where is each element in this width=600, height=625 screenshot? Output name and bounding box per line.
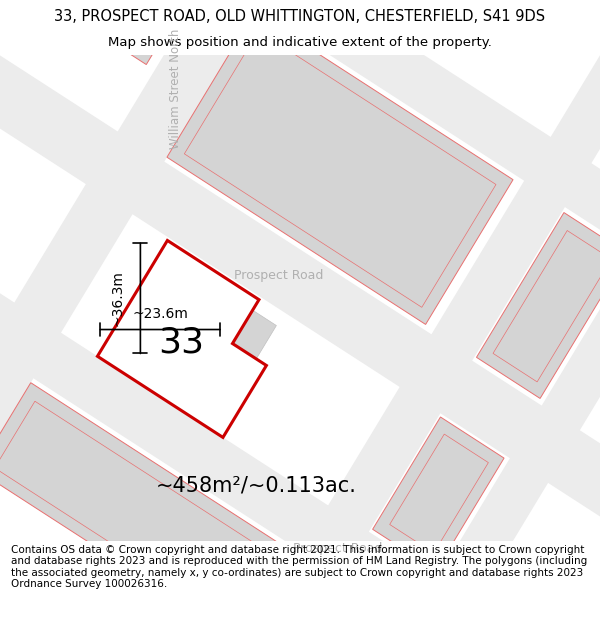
Text: 33: 33 — [158, 325, 205, 359]
Text: Prospect Road: Prospect Road — [233, 269, 323, 282]
Bar — [304, 601, 388, 625]
Bar — [111, 0, 600, 625]
Bar — [0, 0, 479, 625]
Text: ~36.3m: ~36.3m — [110, 271, 125, 326]
Bar — [18, 0, 181, 48]
Bar — [221, 0, 600, 625]
Bar — [373, 417, 504, 571]
Text: Prospect Road: Prospect Road — [293, 542, 382, 554]
Text: ~458m²/~0.113ac.: ~458m²/~0.113ac. — [156, 476, 357, 496]
Bar — [0, 382, 289, 625]
Bar — [167, 12, 513, 324]
Text: ~23.6m: ~23.6m — [132, 307, 188, 321]
Bar — [476, 213, 600, 399]
Text: Map shows position and indicative extent of the property.: Map shows position and indicative extent… — [108, 36, 492, 49]
Bar — [287, 582, 404, 625]
Text: Contains OS data © Crown copyright and database right 2021. This information is : Contains OS data © Crown copyright and d… — [11, 544, 587, 589]
Bar — [0, 0, 600, 493]
Bar — [389, 434, 488, 553]
Bar — [2, 0, 199, 64]
Text: 33, PROSPECT ROAD, OLD WHITTINGTON, CHESTERFIELD, S41 9DS: 33, PROSPECT ROAD, OLD WHITTINGTON, CHES… — [55, 9, 545, 24]
Polygon shape — [114, 258, 277, 420]
Bar — [0, 401, 272, 621]
Bar — [184, 31, 496, 308]
Polygon shape — [97, 241, 266, 438]
Bar — [493, 231, 600, 382]
Text: William Street North: William Street North — [169, 29, 182, 149]
Bar — [0, 51, 600, 625]
